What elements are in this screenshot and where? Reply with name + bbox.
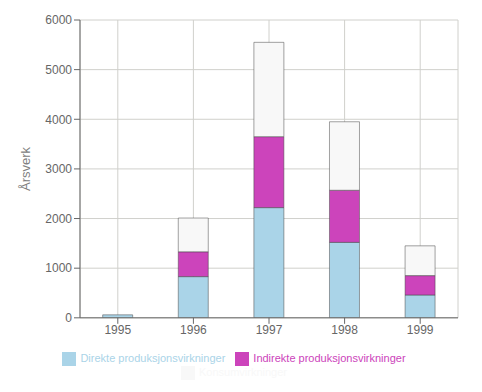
svg-text:1998: 1998: [331, 323, 358, 337]
svg-text:2000: 2000: [45, 212, 72, 226]
svg-text:1997: 1997: [256, 323, 283, 337]
svg-text:6000: 6000: [45, 13, 72, 27]
svg-text:5000: 5000: [45, 63, 72, 77]
html-text:Konsumvirkninger: Konsumvirkninger: [199, 365, 287, 378]
html-text:Direkte produksjonsvirkninger: Direkte produksjonsvirkninger: [80, 351, 226, 364]
svg-text:1996: 1996: [180, 323, 207, 337]
svg-text:Årsverk: Årsverk: [18, 146, 33, 191]
svg-text:4000: 4000: [45, 113, 72, 127]
svg-text:1000: 1000: [45, 261, 72, 275]
svg-text:1999: 1999: [407, 323, 434, 337]
svg-text:0: 0: [65, 311, 72, 325]
svg-text:1995: 1995: [104, 323, 131, 337]
svg-text:3000: 3000: [45, 162, 72, 176]
html-text:Indirekte produksjonsvirkninge: Indirekte produksjonsvirkninger: [253, 351, 406, 364]
